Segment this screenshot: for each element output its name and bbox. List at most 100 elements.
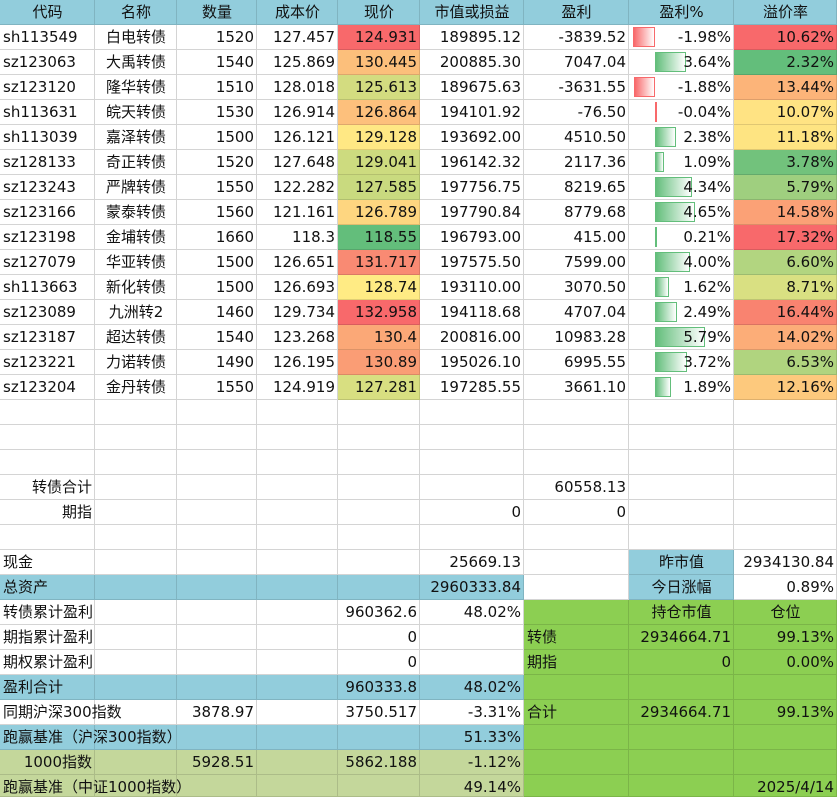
cell-text: 60558.13 [554,478,626,496]
cell-bg [0,475,95,500]
cell-bg [257,525,338,550]
cell-bg [524,525,629,550]
cell-bg [0,50,95,75]
cell-text: 51.33% [463,728,521,746]
cell-bg [420,575,524,600]
cell-text: 126.914 [272,103,335,121]
cell-bg [420,75,524,100]
cell-bg [524,375,629,400]
cell-bg [257,75,338,100]
cell-text: 0.21% [683,228,731,246]
cell-bg [420,625,524,650]
cell-bg [95,100,177,125]
cell-bg [95,725,177,750]
cell-text: 130.89 [364,353,418,371]
cell-bg [420,650,524,675]
cell-bg [524,350,629,375]
cell-text: 14.02% [776,328,834,346]
cell-bg [257,275,338,300]
cell-bg [420,50,524,75]
data-bar [655,302,677,322]
cell-bg [0,175,95,200]
cell-bg [420,550,524,575]
cell-text: 3661.10 [563,378,626,396]
cell-bg [257,575,338,600]
cell-bg [0,325,95,350]
cell-text: 131.717 [354,253,417,271]
cell-text: 189895.12 [439,28,521,46]
cell-bg [524,425,629,450]
cell-text: 125.869 [272,53,335,71]
cell-text: 新化转债 [105,278,166,296]
cell-text: 118.3 [292,228,335,246]
cell-bg [734,425,837,450]
cell-text: 10.62% [776,28,834,46]
cell-bg [524,25,629,50]
cell-bg [338,600,420,625]
cell-text: 5928.51 [191,753,254,771]
cell-text: 17.32% [776,228,834,246]
cell-text: 11.18% [776,128,834,146]
cell-bg [338,75,420,100]
cell-bg [420,400,524,425]
cell-text: 盈利% [659,3,704,21]
cell-bg [95,250,177,275]
cell-bg [0,300,95,325]
cell-text: 124.919 [272,378,335,396]
cell-text: 0 [407,653,417,671]
cell-text: 127.457 [272,28,335,46]
cell-text: 1550 [215,178,254,196]
cell-text: 2025/4/14 [757,778,834,796]
cell-text: 5862.188 [345,753,417,771]
cell-text: 期指 [61,503,92,521]
cell-bg [257,500,338,525]
cell-bg [420,375,524,400]
cell-bg [177,0,257,25]
cell-bg [257,550,338,575]
cell-bg [177,500,257,525]
cell-bg [95,650,177,675]
cell-text: 3.78% [786,153,834,171]
cell-bg [0,350,95,375]
cell-text: 2934130.84 [743,553,834,571]
cell-bg [95,25,177,50]
cell-text: 415.00 [573,228,627,246]
cell-bg [95,275,177,300]
cell-bg [524,300,629,325]
cell-bg [0,750,95,775]
cell-bg [177,100,257,125]
cell-text: sh113663 [3,278,78,296]
cell-bg [257,725,338,750]
cell-bg [524,100,629,125]
cell-text: 200885.30 [439,53,521,71]
cell-bg [257,450,338,475]
cell-text: 193110.00 [439,278,521,296]
cell-text: 132.958 [354,303,417,321]
cell-bg [420,350,524,375]
cell-text: 1490 [215,353,254,371]
cell-bg [524,750,629,775]
cell-bg [524,575,629,600]
cell-text: 197790.84 [439,203,521,221]
cell-text: 127.585 [354,178,417,196]
data-bar [655,177,693,197]
cell-bg [0,500,95,525]
cell-text: 5.79% [786,178,834,196]
cell-bg [177,325,257,350]
cell-text: 14.58% [776,203,834,221]
cell-bg [338,250,420,275]
cell-bg [420,750,524,775]
cell-text: 成本价 [274,3,320,21]
cell-bg [524,625,629,650]
cell-text: 4707.04 [563,303,626,321]
data-bar [655,277,669,297]
cell-text: 期指 [527,653,558,671]
cell-text: 8219.65 [563,178,626,196]
cell-text: 7047.04 [563,53,626,71]
cell-text: 仓位 [770,603,801,621]
cell-bg [420,325,524,350]
cell-text: 118.55 [364,228,418,246]
cell-bg [95,600,177,625]
cell-bg [338,725,420,750]
cell-text: sh113631 [3,103,78,121]
